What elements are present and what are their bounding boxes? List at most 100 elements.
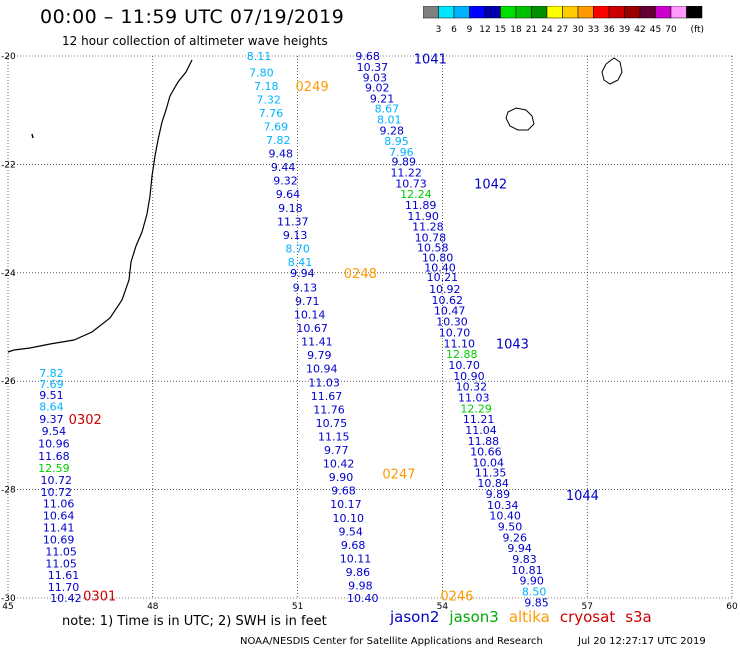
colorbar-tick-label: 42 <box>634 25 645 35</box>
wave-height-label: 10.96 <box>38 438 70 451</box>
wave-height-label: 9.13 <box>293 281 318 294</box>
colorbar-tick-label: 33 <box>588 25 599 35</box>
wave-height-label: 9.03 <box>363 72 388 85</box>
colorbar-tick-label: 39 <box>619 25 631 35</box>
wave-height-label: 7.69 <box>39 378 64 391</box>
wave-height-label: 7.96 <box>389 146 414 159</box>
colorbar-tick-label: 70 <box>665 25 677 35</box>
wave-height-label: 11.90 <box>407 210 439 223</box>
colorbar-tick-label: 9 <box>467 25 473 35</box>
wave-height-label: 9.79 <box>307 349 332 362</box>
wave-height-label: 11.37 <box>277 215 309 228</box>
y-tick-label: -30 <box>1 594 16 604</box>
wave-height-label: 12.59 <box>38 462 70 475</box>
wave-height-label: 10.70 <box>448 359 480 372</box>
wave-height-label: 7.82 <box>266 134 291 147</box>
wave-height-label: 9.44 <box>271 161 296 174</box>
x-tick-label: 54 <box>437 602 449 612</box>
x-tick-label: 45 <box>2 602 13 612</box>
wave-height-label: 9.90 <box>519 575 544 588</box>
wave-height-label: 9.86 <box>346 566 371 579</box>
wave-height-label: 9.94 <box>507 542 532 555</box>
x-tick-label: 51 <box>292 602 303 612</box>
wave-height-label: 8.01 <box>377 113 402 126</box>
wave-height-label: 10.66 <box>470 446 502 459</box>
wave-height-label: 10.47 <box>434 305 466 318</box>
wave-height-label: 11.22 <box>390 167 422 180</box>
wave-height-label: 9.64 <box>276 188 301 201</box>
satellite-legend: jason2 jason3 altika cryosat s3a <box>390 608 662 626</box>
wave-height-label: 10.70 <box>439 326 471 339</box>
wave-height-label: 11.41 <box>301 336 333 349</box>
pass-time-label: 0246 <box>440 589 473 604</box>
wave-height-label: 11.67 <box>311 390 343 403</box>
small-island <box>31 133 34 139</box>
wave-height-label: 10.40 <box>424 261 456 274</box>
wave-height-label: 10.17 <box>330 498 362 511</box>
island-reunion-path <box>505 107 535 131</box>
wave-height-label: 10.84 <box>477 477 509 490</box>
wave-height-label: 9.13 <box>283 229 308 242</box>
wave-height-label: 11.41 <box>43 522 75 535</box>
wave-height-label: 10.42 <box>50 592 82 605</box>
wave-height-label: 10.10 <box>333 512 365 525</box>
legend-cryosat: cryosat <box>559 608 616 626</box>
wave-height-label: 10.11 <box>340 552 372 565</box>
pass-time-labels: 1041 0249 1042 0248 1043 0302 0247 1044 0301 0246 <box>69 53 599 605</box>
wave-height-label: 9.21 <box>370 92 395 105</box>
legend-jason2: jason2 <box>390 608 440 626</box>
wave-height-label: 10.34 <box>487 499 519 512</box>
wave-height-label: 7.32 <box>256 93 281 106</box>
y-tick-label: -26 <box>1 377 16 387</box>
wave-height-label: 9.54 <box>42 425 67 438</box>
wave-height-label: 10.40 <box>347 592 379 605</box>
wave-height-label: 8.64 <box>39 401 64 414</box>
legend-jason3: jason3 <box>449 608 499 626</box>
wave-height-label: 11.89 <box>405 199 437 212</box>
wave-height-label: 9.83 <box>512 553 537 566</box>
wave-height-label: 10.73 <box>395 177 427 190</box>
note-text: note: 1) Time is in UTC; 2) SWH is in fe… <box>62 614 327 629</box>
wave-height-label: 10.62 <box>431 294 463 307</box>
wave-height-label: 9.32 <box>273 175 298 188</box>
wave-height-label: 10.72 <box>41 474 73 487</box>
island-mauritius-path <box>601 57 623 85</box>
wave-height-label: 11.88 <box>468 435 500 448</box>
coastline-madagascar <box>7 59 193 353</box>
wave-height-label: 8.50 <box>522 585 547 598</box>
colorbar-tick-label: 24 <box>541 25 553 35</box>
y-tick-label: -24 <box>1 269 16 279</box>
wave-height-label: 9.71 <box>295 295 320 308</box>
wave-height-label: 10.14 <box>294 309 326 322</box>
colorbar-tick-label: 6 <box>451 25 457 35</box>
wave-height-label: 7.76 <box>259 107 284 120</box>
chart-title: 00:00 – 11:59 UTC 07/19/2019 <box>40 6 345 28</box>
colorbar-tick-label: 27 <box>557 25 568 35</box>
pass-time-label: 0249 <box>296 80 329 95</box>
wave-height-label: 11.76 <box>313 403 345 416</box>
grid-lines <box>7 55 733 599</box>
wave-height-label: 11.10 <box>444 337 476 350</box>
wave-height-label: 11.06 <box>43 498 75 511</box>
wave-height-label: 9.68 <box>341 539 366 552</box>
colorbar-tick-label: 30 <box>572 25 584 35</box>
wave-height-label: 9.26 <box>503 531 528 544</box>
wave-height-label: 9.94 <box>290 267 315 280</box>
wave-height-label: 9.51 <box>39 389 64 402</box>
timestamp-text: Jul 20 12:27:17 UTC 2019 <box>578 636 706 647</box>
wave-height-label: 8.67 <box>375 103 400 116</box>
wave-height-label: 11.15 <box>318 430 350 443</box>
wave-height-label: 11.21 <box>463 413 495 426</box>
colorbar-swatch <box>686 6 703 19</box>
wave-height-label: 9.48 <box>268 148 293 161</box>
wave-height-label: 10.72 <box>41 486 73 499</box>
wave-height-label: 11.03 <box>308 376 340 389</box>
wave-height-label: 9.77 <box>324 444 349 457</box>
axis-ticks: 45 48 51 54 57 60 -20 -22 -24 -26 -28 -30 <box>1 52 738 612</box>
island-mauritius <box>601 57 623 85</box>
wave-height-label: 10.94 <box>306 363 338 376</box>
wave-height-label: 8.95 <box>384 135 409 148</box>
wave-height-label: 12.88 <box>446 348 478 361</box>
legend-altika: altika <box>508 608 550 626</box>
